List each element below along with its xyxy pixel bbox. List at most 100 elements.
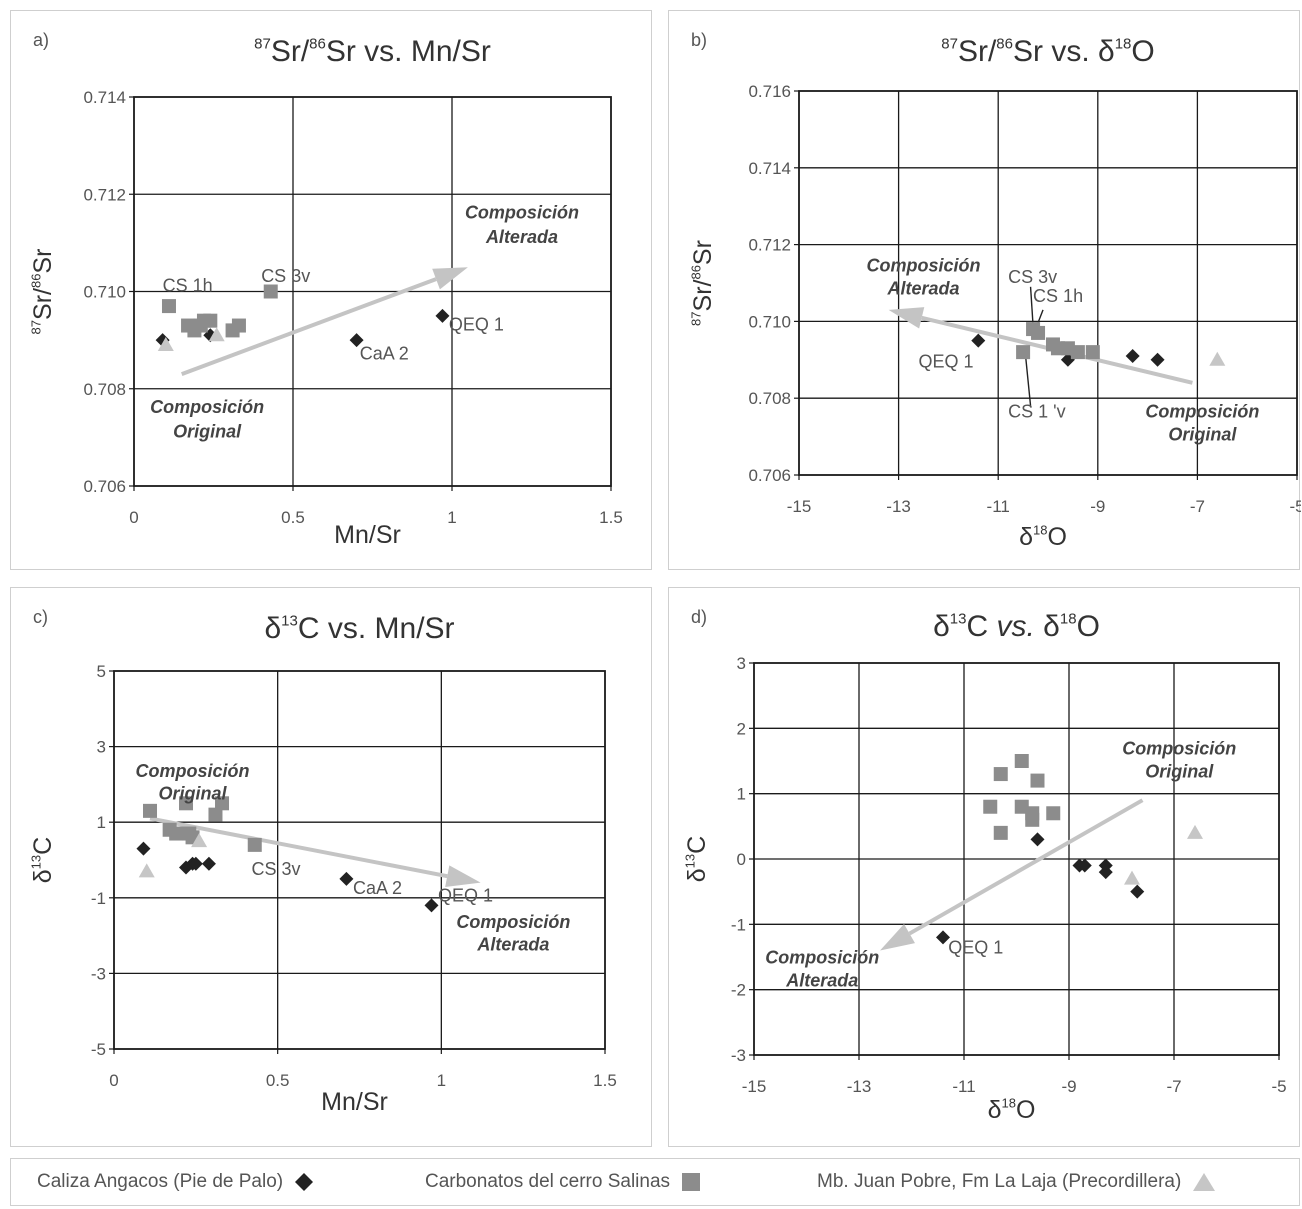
region-annotation: Alterada <box>485 227 558 247</box>
legend-item-juan-pobre: Mb. Juan Pobre, Fm La Laja (Precordiller… <box>817 1171 1217 1193</box>
x-tick-label: -5 <box>1289 497 1301 516</box>
data-point-square <box>1046 806 1061 821</box>
point-label: CS 1 'v <box>1008 401 1065 421</box>
y-axis-label: δ13C <box>29 837 58 883</box>
y-tick-label: -3 <box>731 1046 746 1065</box>
region-annotation: Original <box>173 421 242 441</box>
data-point-triangle <box>208 327 225 342</box>
chart-title: 87Sr/86Sr vs. Mn/Sr <box>254 35 491 68</box>
y-tick-label: 1 <box>737 785 746 804</box>
legend-label: Caliza Angacos (Pie de Palo) <box>37 1171 284 1192</box>
data-point-diamond <box>1060 352 1075 367</box>
x-tick-label: -9 <box>1090 497 1105 516</box>
data-point-diamond <box>1030 832 1045 847</box>
legend-label: Mb. Juan Pobre, Fm La Laja (Precordiller… <box>817 1171 1182 1192</box>
y-tick-label: -2 <box>731 981 746 1000</box>
trend-arrow-head <box>445 865 481 887</box>
y-tick-label: 3 <box>737 654 746 673</box>
point-label: CaA 2 <box>360 344 409 364</box>
data-point-square <box>263 284 278 299</box>
y-axis-label: 87Sr/86Sr <box>29 249 58 335</box>
data-point-diamond <box>188 856 203 871</box>
data-point-square <box>1031 325 1046 340</box>
chart-svg: d) δ13C vs. δ18O -15 -13 -11 -9 -7 -5 -3 -2 -1 0 1 2 3… <box>683 607 1287 1124</box>
chart-svg: c) δ13C vs. Mn/Sr 0 0.5 1 1.5 -5 -3 -1 1 3 5 Mn/Sr δ1… <box>29 607 617 1116</box>
x-tick-label: 1.5 <box>593 1071 617 1090</box>
data-point-diamond <box>1130 884 1145 899</box>
data-point-triangle <box>138 863 155 878</box>
chart-svg: a) 87Sr/86Sr vs. Mn/Sr 0 0.5 1 1.5 0.706 0.708 0… <box>29 30 623 549</box>
point-label: QEQ 1 <box>948 938 1003 958</box>
x-tick-label: -7 <box>1190 497 1205 516</box>
trend-arrow-shaft <box>908 798 1144 936</box>
plot-area <box>798 90 1298 476</box>
data-point-square <box>161 299 176 314</box>
data-point-square <box>983 799 998 814</box>
point-label: CaA 2 <box>353 878 402 898</box>
data-point-diamond <box>1077 858 1092 873</box>
region-annotation: Alterada <box>476 935 549 955</box>
region-annotation: Composición <box>866 255 980 275</box>
x-tick-label: 0 <box>109 1071 118 1090</box>
y-tick-label: 0.710 <box>83 283 126 302</box>
region-annotation: Original <box>1145 761 1214 781</box>
y-axis-label: δ13C <box>683 836 712 882</box>
x-tick-label: 0.5 <box>281 508 305 527</box>
x-axis-label: δ18O <box>1019 523 1067 552</box>
data-point-diamond <box>339 871 354 886</box>
point-label: QEQ 1 <box>449 314 504 334</box>
legend-item-angacos: Caliza Angacos (Pie de Palo) <box>37 1171 315 1193</box>
data-point-triangle <box>191 833 208 848</box>
chart-panel-a: a) 87Sr/86Sr vs. Mn/Sr 0 0.5 1 1.5 0.706 0.708 0… <box>10 10 652 570</box>
x-tick-label: -15 <box>787 497 812 516</box>
data-point-triangle <box>1124 870 1140 885</box>
region-annotation: Alterada <box>886 279 959 299</box>
data-point-square <box>169 826 184 841</box>
y-tick-label: 0.706 <box>83 477 126 496</box>
point-label: QEQ 1 <box>919 351 974 371</box>
data-point-diamond <box>1098 865 1113 880</box>
data-point-square <box>143 803 158 818</box>
legend-item-salinas: Carbonatos del cerro Salinas <box>425 1171 702 1193</box>
y-tick-label: 2 <box>737 719 746 738</box>
data-point-square <box>1016 345 1031 360</box>
trend-arrow-head <box>432 267 468 290</box>
y-tick-label: 3 <box>97 738 106 757</box>
data-point-square <box>215 796 230 811</box>
panel-label: a) <box>33 30 49 50</box>
x-tick-label: -11 <box>952 1077 975 1096</box>
data-point-square <box>993 767 1008 782</box>
x-tick-label: 0.5 <box>266 1071 290 1090</box>
trend-arrow-head <box>880 924 915 951</box>
x-tick-label: 1 <box>447 508 456 527</box>
plot-area <box>113 670 606 1050</box>
legend-label: Carbonatos del cerro Salinas <box>425 1171 671 1192</box>
chart-svg: b) 87Sr/86Sr vs. δ18O -15 -13 -11 -9 -7 -5 0.706… <box>689 30 1302 552</box>
data-point-square <box>247 837 262 852</box>
point-label: CS 1h <box>1033 286 1083 306</box>
x-tick-label: -13 <box>886 497 911 516</box>
region-annotation: Alterada <box>785 970 858 990</box>
panel-label: c) <box>33 607 48 627</box>
x-tick-label: 1 <box>437 1071 446 1090</box>
y-tick-label: -1 <box>91 889 106 908</box>
data-point-diamond <box>424 898 439 913</box>
point-label: CS 3v <box>261 266 310 286</box>
data-point-square <box>1025 812 1040 827</box>
data-point-square <box>208 807 223 822</box>
data-point-triangle <box>1209 351 1226 366</box>
x-tick-label: -15 <box>742 1077 767 1096</box>
y-tick-label: 0.708 <box>748 389 791 408</box>
data-point-square <box>1030 773 1045 788</box>
leader-line <box>1024 355 1032 406</box>
region-annotation: Original <box>1168 424 1237 444</box>
x-axis-label: Mn/Sr <box>321 1088 388 1116</box>
point-label: CS 1h <box>163 276 213 296</box>
y-tick-label: 0.712 <box>83 185 126 204</box>
y-tick-label: 5 <box>97 662 106 681</box>
data-point-square <box>179 796 194 811</box>
point-label: QEQ 1 <box>438 886 493 906</box>
x-tick-label: -13 <box>847 1077 872 1096</box>
region-annotation: Composición <box>136 761 250 781</box>
y-tick-label: 0 <box>737 850 746 869</box>
